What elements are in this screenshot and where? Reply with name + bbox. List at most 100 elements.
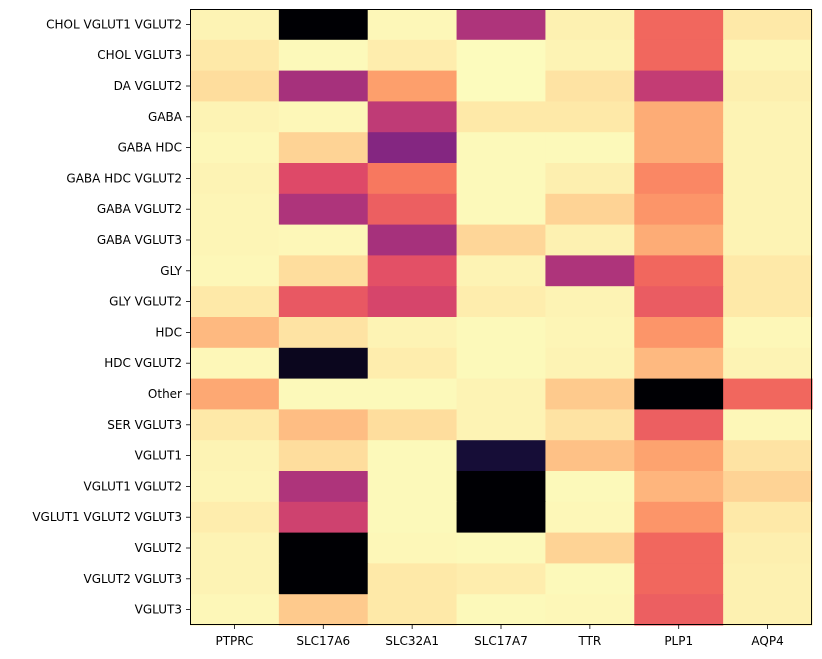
heatmap-cell [456, 101, 547, 133]
y-tick-label: GABA VGLUT2 [97, 202, 182, 216]
heatmap-cell [723, 347, 813, 380]
heatmap-cell [545, 317, 635, 349]
heatmap-cell [367, 163, 458, 195]
x-tick-label: PLP1 [664, 634, 693, 648]
heatmap-cell [634, 70, 724, 102]
heatmap-cell [545, 440, 635, 472]
y-tick-label: GABA HDC [118, 141, 182, 155]
y-tick-label: SER VGLUT3 [107, 418, 182, 432]
heatmap-cell [456, 471, 547, 503]
heatmap-cell [723, 471, 813, 503]
heatmap-cell [545, 255, 635, 287]
heatmap-cell [190, 39, 280, 72]
heatmap-cell [367, 70, 458, 102]
heatmap-cell [190, 163, 280, 195]
heatmap-cell [723, 9, 813, 41]
heatmap-cell [190, 347, 280, 380]
heatmap-cell [723, 286, 813, 318]
heatmap-cell [456, 224, 547, 256]
heatmap-cell [723, 101, 813, 133]
heatmap-cells [190, 9, 813, 626]
heatmap-cell [723, 163, 813, 195]
heatmap-cell [634, 532, 724, 564]
heatmap-cell [190, 255, 280, 287]
heatmap-cell [190, 563, 280, 595]
heatmap-cell [634, 132, 724, 164]
plot-frame [190, 9, 812, 625]
heatmap-cell [278, 163, 369, 195]
heatmap-cell [190, 317, 280, 349]
heatmap-cell [456, 532, 547, 564]
heatmap-cell [456, 163, 547, 195]
heatmap-cell [278, 39, 369, 72]
heatmap-cell [367, 409, 458, 441]
heatmap-cell [190, 193, 280, 226]
heatmap-cell [367, 317, 458, 349]
heatmap-cell [723, 132, 813, 164]
x-axis: PTPRC SLC17A6 SLC32A1 SLC17A7 TTR PLP1 AQP4 [215, 625, 784, 648]
heatmap-cell [278, 101, 369, 133]
heatmap-cell [723, 39, 813, 72]
heatmap-cell [367, 132, 458, 164]
heatmap-cell [545, 9, 635, 41]
heatmap-cell [634, 9, 724, 41]
heatmap-cell [723, 224, 813, 256]
heatmap-cell [190, 101, 280, 133]
heatmap-cell [367, 594, 458, 626]
heatmap-cell [190, 501, 280, 534]
y-tick-label: HDC VGLUT2 [104, 356, 182, 370]
heatmap-cell [723, 255, 813, 287]
heatmap-cell [190, 224, 280, 256]
heatmap-cell [634, 286, 724, 318]
heatmap-cell [367, 563, 458, 595]
y-tick-label: VGLUT1 VGLUT2 VGLUT3 [32, 510, 182, 524]
heatmap-cell [634, 317, 724, 349]
heatmap-cell [367, 440, 458, 472]
heatmap-cell [367, 255, 458, 287]
heatmap-cell [367, 471, 458, 503]
heatmap-cell [278, 70, 369, 102]
heatmap-cell [634, 563, 724, 595]
heatmap-cell [723, 317, 813, 349]
heatmap-cell [545, 347, 635, 380]
heatmap-cell [456, 440, 547, 472]
heatmap-cell [456, 317, 547, 349]
heatmap-cell [367, 286, 458, 318]
heatmap-cell [456, 132, 547, 164]
x-tick-label: SLC17A7 [474, 634, 528, 648]
heatmap-cell [456, 347, 547, 380]
heatmap-cell [634, 440, 724, 472]
heatmap-cell [190, 132, 280, 164]
heatmap-cell [634, 39, 724, 72]
heatmap-cell [545, 532, 635, 564]
heatmap-cell [723, 594, 813, 626]
heatmap-cell [190, 378, 280, 410]
heatmap-cell [190, 440, 280, 472]
heatmap-cell [634, 101, 724, 133]
y-tick-label: VGLUT1 VGLUT2 [83, 479, 182, 493]
y-tick-label: GABA [148, 110, 183, 124]
heatmap-cell [634, 378, 724, 410]
heatmap-cell [723, 378, 813, 410]
heatmap-cell [278, 317, 369, 349]
heatmap-cell [367, 532, 458, 564]
heatmap-cell [367, 9, 458, 41]
y-tick-label: Other [148, 387, 182, 401]
y-tick-label: GABA VGLUT3 [97, 233, 182, 247]
y-tick-label: VGLUT3 [135, 603, 182, 617]
heatmap-cell [190, 409, 280, 441]
heatmap-cell [545, 101, 635, 133]
y-tick-label: HDC [155, 325, 182, 339]
heatmap-cell [545, 594, 635, 626]
heatmap-cell [545, 39, 635, 72]
heatmap-cell [278, 347, 369, 380]
heatmap-cell [545, 471, 635, 503]
y-tick-label: CHOL VGLUT3 [97, 48, 182, 62]
y-tick-label: GLY VGLUT2 [109, 295, 182, 309]
heatmap-cell [545, 70, 635, 102]
heatmap-cell [190, 286, 280, 318]
heatmap-cell [634, 224, 724, 256]
heatmap-cell [278, 286, 369, 318]
x-tick-label: SLC32A1 [385, 634, 439, 648]
heatmap-cell [634, 471, 724, 503]
